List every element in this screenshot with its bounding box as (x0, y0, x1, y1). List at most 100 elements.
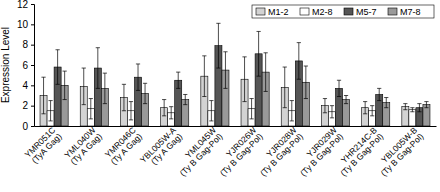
y-tick: 2 (22, 100, 34, 111)
error-bar (370, 106, 374, 116)
error-bar (417, 104, 421, 112)
x-tick: YML045W(Ty B Gag-Pol) (171, 125, 224, 178)
error-bar (202, 56, 206, 97)
error-bar (216, 23, 220, 68)
y-tick-mark (31, 45, 34, 46)
error-bar (337, 80, 341, 96)
y-tick-label: 10 (17, 19, 29, 30)
error-bar (384, 98, 388, 108)
legend-swatch (344, 8, 353, 15)
y-tick-mark (31, 85, 34, 86)
x-tick-label: YBL005W-A(Ty A Gag) (138, 125, 185, 172)
error-bar (363, 102, 367, 114)
legend-item: M2-8 (300, 7, 333, 17)
x-tick-label: YJR028W(Ty B Gag-Pol) (252, 125, 305, 178)
x-tick-label: YHR214C-B(Ty B Gag-Pol) (332, 125, 385, 178)
y-tick: 0 (22, 121, 34, 132)
series (54, 23, 423, 126)
marks (40, 23, 430, 126)
legend-swatch (388, 8, 397, 15)
x-axis: YMR051C(TyA Gag)YML040W(Ty A Gag)YMR046C… (23, 125, 437, 178)
legend-item: M5-7 (344, 7, 377, 17)
error-bar (183, 94, 187, 104)
y-tick-mark (31, 65, 34, 66)
error-bar (424, 102, 428, 108)
y-tick: 8 (22, 39, 34, 50)
x-tick-label: YJR029W(Ty B Gag-Pol) (292, 125, 345, 178)
legend-swatch (300, 8, 309, 15)
error-bar (56, 50, 60, 85)
error-bar (290, 101, 294, 121)
y-tick-label: 2 (22, 100, 28, 111)
x-tick-label: YBL005W-B(Ty B Gag-Pol) (372, 125, 425, 178)
error-bar (297, 43, 301, 80)
y-tick-mark (31, 126, 34, 127)
error-bar (344, 96, 348, 104)
series (61, 52, 430, 126)
y-tick-mark (31, 4, 34, 5)
error-bar (63, 71, 67, 99)
error-bar (242, 57, 246, 102)
error-bar (223, 52, 227, 89)
x-tick: YBL005W-A(Ty A Gag) (138, 125, 185, 172)
error-bar (377, 88, 381, 100)
error-bar (129, 102, 133, 120)
x-tick: YJR026W(Ty B Gag-Pol) (211, 125, 264, 178)
x-axis-line (35, 126, 437, 127)
error-bar (82, 68, 86, 105)
error-bar (48, 101, 52, 121)
error-bar (257, 31, 261, 76)
error-bar (410, 108, 414, 112)
error-bar (136, 64, 140, 90)
y-tick-label: 0 (22, 121, 28, 132)
x-tick: YJR028W(Ty B Gag-Pol) (252, 125, 305, 178)
x-tick-label: YMR046C(Ty A Gag) (102, 125, 144, 167)
legend-item: M1-2 (256, 7, 289, 17)
y-tick: 4 (22, 80, 34, 91)
legend-swatch (256, 8, 265, 15)
y-tick-label: 8 (22, 39, 28, 50)
error-bar (264, 53, 268, 92)
y-tick-label: 6 (22, 60, 28, 71)
x-tick-label: YMR051C(TyA Gag) (23, 125, 64, 166)
error-bar (89, 99, 93, 119)
error-bar (122, 84, 126, 110)
legend: M1-2 M2-8 M5-7 M7-8 (252, 5, 434, 18)
y-axis: 0 2 4 6 8 10 12 (17, 0, 35, 132)
y-tick-label: 4 (22, 80, 28, 91)
error-bar (143, 83, 147, 103)
chart: 0 2 4 6 8 10 12 YMR051C(TyA Gag)YML040W(Ty A Ga… (0, 0, 440, 192)
bar (409, 110, 416, 126)
legend-label: M7-8 (400, 7, 421, 17)
x-tick: YMR051C(TyA Gag) (23, 125, 64, 166)
y-tick-label: 12 (17, 0, 29, 10)
error-bar (323, 99, 327, 113)
error-bar (41, 77, 45, 114)
error-bar (283, 67, 287, 108)
x-tick: YMR046C(Ty A Gag) (102, 125, 144, 167)
y-tick-mark (31, 24, 34, 25)
y-axis-title: Expression Level (0, 27, 11, 103)
error-bar (96, 48, 100, 89)
y-axis-line (31, 5, 35, 127)
series (40, 56, 409, 126)
error-bar (169, 107, 173, 119)
x-tick: YHR214C-B(Ty B Gag-Pol) (332, 125, 385, 178)
x-tick: YML040W(Ty A Gag) (62, 125, 104, 167)
error-bar (330, 106, 334, 118)
error-bar (209, 101, 213, 121)
legend-label: M1-2 (268, 7, 289, 17)
y-tick: 10 (17, 19, 34, 30)
plot: 0 2 4 6 8 10 12 YMR051C(TyA Gag)YML040W(Ty A Ga… (17, 0, 437, 178)
legend-label: M2-8 (312, 7, 333, 17)
y-tick: 6 (22, 60, 34, 71)
x-tick: YBL005W-B(Ty B Gag-Pol) (372, 125, 425, 178)
error-bar (162, 100, 166, 116)
legend-item: M7-8 (388, 7, 421, 17)
x-tick: YJR029W(Ty B Gag-Pol) (292, 125, 345, 178)
x-tick-label: YJR026W(Ty B Gag-Pol) (211, 125, 264, 178)
x-tick-label: YML040W(Ty A Gag) (62, 125, 104, 167)
error-bar (176, 72, 180, 88)
legend-label: M5-7 (356, 7, 377, 17)
error-bar (249, 99, 253, 119)
